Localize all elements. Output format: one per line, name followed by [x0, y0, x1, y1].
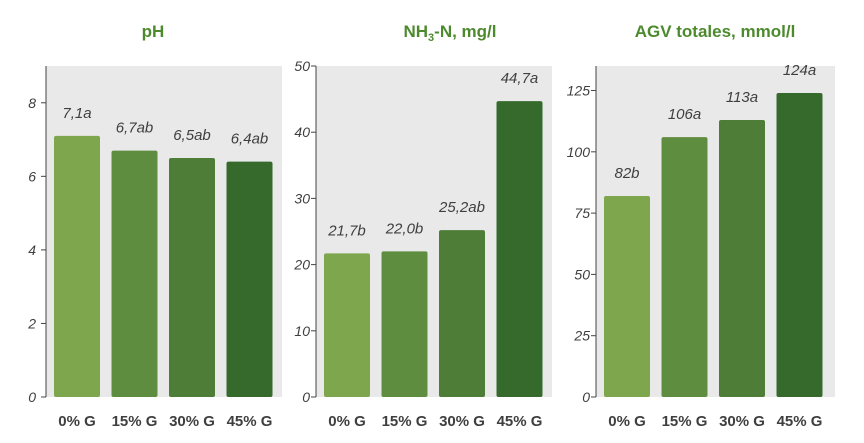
- x-tick-label: 15% G: [662, 413, 708, 430]
- data-label: 106a: [668, 106, 701, 123]
- x-tick-label: 15% G: [382, 413, 428, 430]
- bar-0-g: [324, 253, 370, 397]
- data-label: 6,4ab: [231, 131, 269, 148]
- y-tick-label: 8: [28, 95, 36, 111]
- y-tick-label: 30: [294, 190, 310, 206]
- data-label: 6,7ab: [116, 120, 154, 137]
- x-tick-label: 30% G: [439, 413, 485, 430]
- x-tick-label: 0% G: [58, 413, 96, 430]
- bar-15-g: [661, 137, 708, 397]
- bar-15-g: [381, 251, 428, 397]
- bar-45-g: [496, 101, 543, 397]
- chart-panel-1: pH 0 2 4 6 8 7,1a 0% G 6,7ab 15% G 6,5ab 30% G 6,4ab…: [27, 22, 282, 430]
- x-tick-label: 30% G: [719, 413, 765, 430]
- y-tick-label: 4: [28, 242, 36, 258]
- y-tick-label: 20: [293, 257, 310, 273]
- data-label: 25,2ab: [438, 199, 485, 216]
- y-tick-label: 0: [302, 389, 310, 405]
- bar-0-g: [54, 135, 100, 397]
- chart-title: AGV totales, mmol/l: [635, 22, 796, 41]
- data-label: 21,7b: [327, 222, 366, 239]
- y-tick-label: 40: [294, 124, 310, 140]
- y-tick-label: 0: [582, 389, 590, 405]
- bar-30-g: [719, 119, 765, 398]
- bar-45-g: [226, 161, 273, 397]
- x-tick-label: 45% G: [497, 413, 543, 430]
- x-tick-label: 15% G: [112, 413, 158, 430]
- y-tick-label: 50: [574, 266, 590, 282]
- y-tick-label: 125: [567, 83, 591, 99]
- x-tick-label: 0% G: [328, 413, 366, 430]
- data-label: 6,5ab: [173, 127, 211, 144]
- bar-15-g: [111, 150, 158, 397]
- data-label: 44,7a: [501, 70, 539, 87]
- y-tick-label: 75: [574, 205, 590, 221]
- x-tick-label: 0% G: [608, 413, 646, 430]
- bar-30-g: [439, 230, 485, 397]
- x-tick-label: 30% G: [169, 413, 215, 430]
- x-tick-label: 45% G: [227, 413, 273, 430]
- data-label: 7,1a: [62, 105, 91, 122]
- y-tick-label: 2: [27, 315, 36, 331]
- chart-title: pH: [142, 22, 165, 41]
- x-tick-label: 45% G: [777, 413, 823, 430]
- bar-30-g: [169, 157, 215, 397]
- data-label: 82b: [614, 165, 639, 182]
- bar-0-g: [604, 195, 650, 397]
- chart-panel-2: NH3-N, mg/l 0 10 20 30 40 50 21,7b 0% G 22,0b 15% …: [293, 22, 552, 430]
- y-tick-label: 100: [567, 144, 591, 160]
- bar-45-g: [776, 92, 823, 397]
- y-tick-label: 10: [294, 323, 310, 339]
- data-label: 113a: [726, 89, 758, 106]
- y-tick-label: 6: [28, 168, 36, 184]
- y-tick-label: 25: [573, 328, 590, 344]
- data-label: 124a: [783, 62, 816, 79]
- y-tick-label: 50: [294, 58, 310, 74]
- y-tick-label: 0: [28, 389, 36, 405]
- data-label: 22,0b: [385, 220, 424, 237]
- chart-panel-3: AGV totales, mmol/l 0 25 50 75 100 125 82b 0% G 1…: [567, 22, 835, 430]
- chart-title: NH3-N, mg/l: [403, 22, 496, 44]
